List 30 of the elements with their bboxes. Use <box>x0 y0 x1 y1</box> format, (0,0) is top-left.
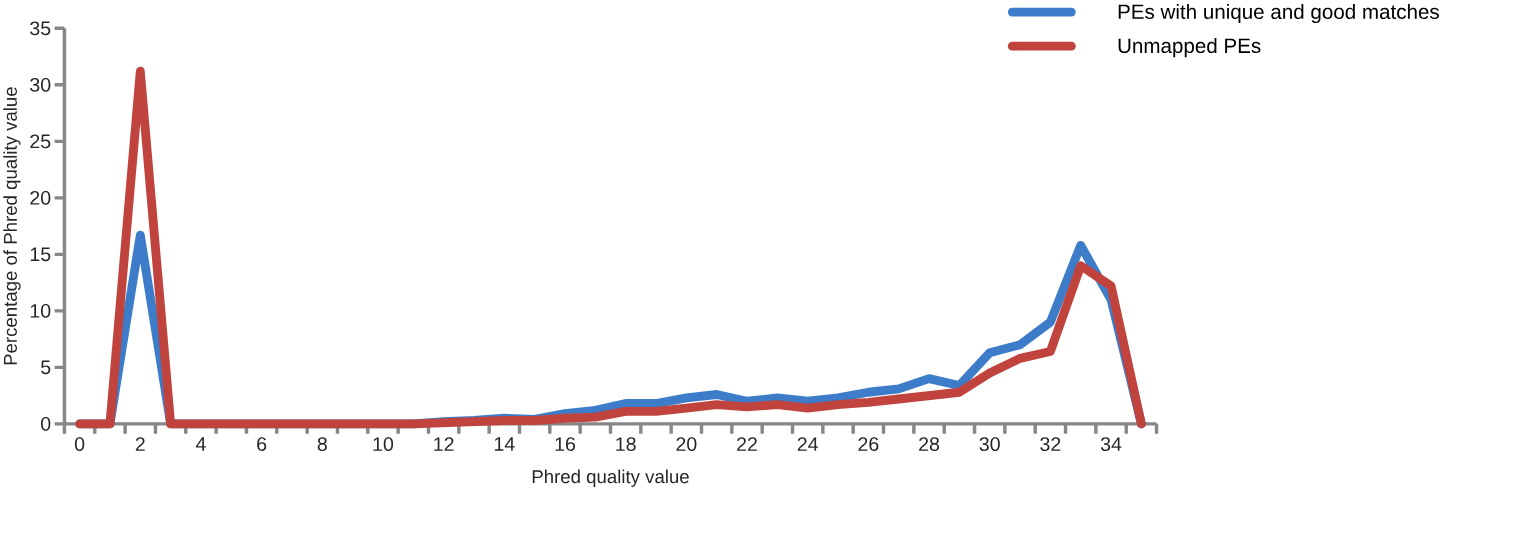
x-tick-label: 8 <box>317 437 327 452</box>
x-tick-label: 20 <box>676 437 697 452</box>
y-tick-label: 15 <box>30 247 51 262</box>
legend-label: PEs with unique and good matches <box>1118 4 1439 24</box>
x-tick-label: 12 <box>434 437 454 452</box>
x-tick-label: 6 <box>257 437 267 452</box>
x-tick-label: 32 <box>1040 437 1061 452</box>
y-tick-label: 25 <box>30 134 51 149</box>
x-tick-label: 24 <box>797 437 819 452</box>
x-axis-title: Phred quality value <box>532 469 689 488</box>
x-tick-label: 26 <box>858 437 879 452</box>
y-tick-label: 5 <box>41 360 51 375</box>
legend-label: Unmapped PEs <box>1118 38 1261 58</box>
x-tick-label: 30 <box>979 437 1000 452</box>
x-tick-label: 22 <box>737 437 757 452</box>
x-tick-label: 0 <box>74 437 85 452</box>
x-tick-label: 10 <box>373 437 394 452</box>
x-tick-label: 14 <box>494 437 515 451</box>
x-tick-label: 16 <box>555 437 576 452</box>
y-axis-title: Percentage of Phred quality value <box>3 87 21 365</box>
y-tick-label: 30 <box>30 78 51 93</box>
y-tick-label: 10 <box>30 304 51 319</box>
x-tick-label: 28 <box>919 437 940 452</box>
x-tick-label: 2 <box>135 437 145 452</box>
y-tick-label: 35 <box>30 21 51 36</box>
y-tick-label: 20 <box>30 191 51 206</box>
y-tick-label: 0 <box>41 417 51 432</box>
x-tick-label: 18 <box>616 437 636 452</box>
x-tick-label: 34 <box>1100 437 1122 452</box>
x-tick-label: 4 <box>195 437 206 451</box>
